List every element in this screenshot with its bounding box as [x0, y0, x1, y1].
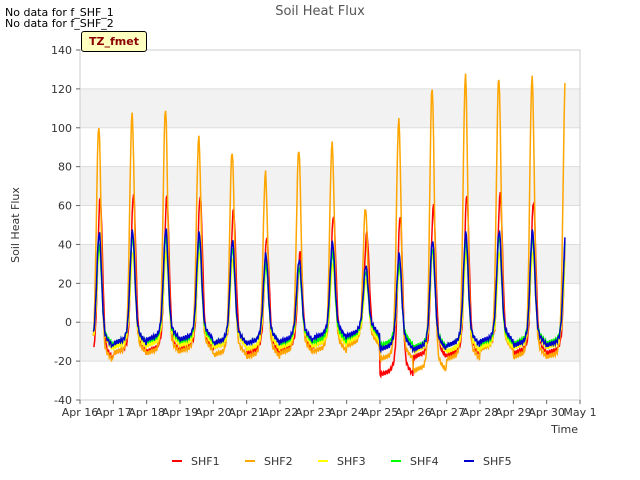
x-tick-label: Apr 27 [428, 406, 465, 419]
x-axis-label: Time [550, 423, 578, 436]
x-tick-label: Apr 22 [262, 406, 299, 419]
chart-title: Soil Heat Flux [275, 4, 365, 19]
y-axis-label: Soil Heat Flux [9, 187, 22, 263]
x-tick-label: Apr 19 [162, 406, 199, 419]
y-tick-label: -40 [54, 394, 72, 407]
y-tick-label: 100 [51, 122, 72, 135]
x-tick-label: Apr 17 [95, 406, 132, 419]
no-data-note-2: No data for f_SHF_2 [5, 17, 114, 30]
x-tick-label: Apr 26 [395, 406, 432, 419]
x-tick-label: Apr 28 [462, 406, 499, 419]
series-line-shf2 [92, 73, 566, 375]
x-tick-label: Apr 20 [195, 406, 232, 419]
legend-label-shf4: SHF4 [410, 455, 439, 468]
no-data-note-1: No data for f_SHF_1 [5, 6, 114, 19]
x-tick-label: Apr 29 [495, 406, 532, 419]
legend-label-shf5: SHF5 [483, 455, 512, 468]
x-tick-label: Apr 21 [228, 406, 265, 419]
x-tick-label: Apr 25 [362, 406, 399, 419]
timezone-badge: TZ_fmet [81, 31, 147, 52]
plot-frame [79, 49, 581, 401]
x-tick-label: Apr 23 [295, 406, 332, 419]
y-tick-label: 40 [58, 238, 72, 251]
x-tick-label: Apr 18 [128, 406, 165, 419]
y-tick-label: -20 [54, 355, 72, 368]
legend-label-shf2: SHF2 [264, 455, 293, 468]
y-tick-label: 80 [58, 161, 72, 174]
y-tick-label: 0 [65, 316, 72, 329]
series-line-shf5 [92, 228, 566, 354]
x-tick-label: Apr 24 [328, 406, 365, 419]
y-tick-label: 20 [58, 277, 72, 290]
x-tick-label: Apr 16 [62, 406, 99, 419]
series-line-shf3 [93, 244, 566, 356]
y-tick-label: 140 [51, 44, 72, 57]
y-tick-label: 60 [58, 200, 72, 213]
background-band [80, 322, 580, 362]
y-tick-label: 120 [51, 83, 72, 96]
legend-label-shf3: SHF3 [337, 455, 366, 468]
x-tick-label: Apr 30 [528, 406, 565, 419]
background-band [80, 88, 580, 128]
x-tick-label: May 1 [563, 406, 596, 419]
legend-label-shf1: SHF1 [191, 455, 220, 468]
